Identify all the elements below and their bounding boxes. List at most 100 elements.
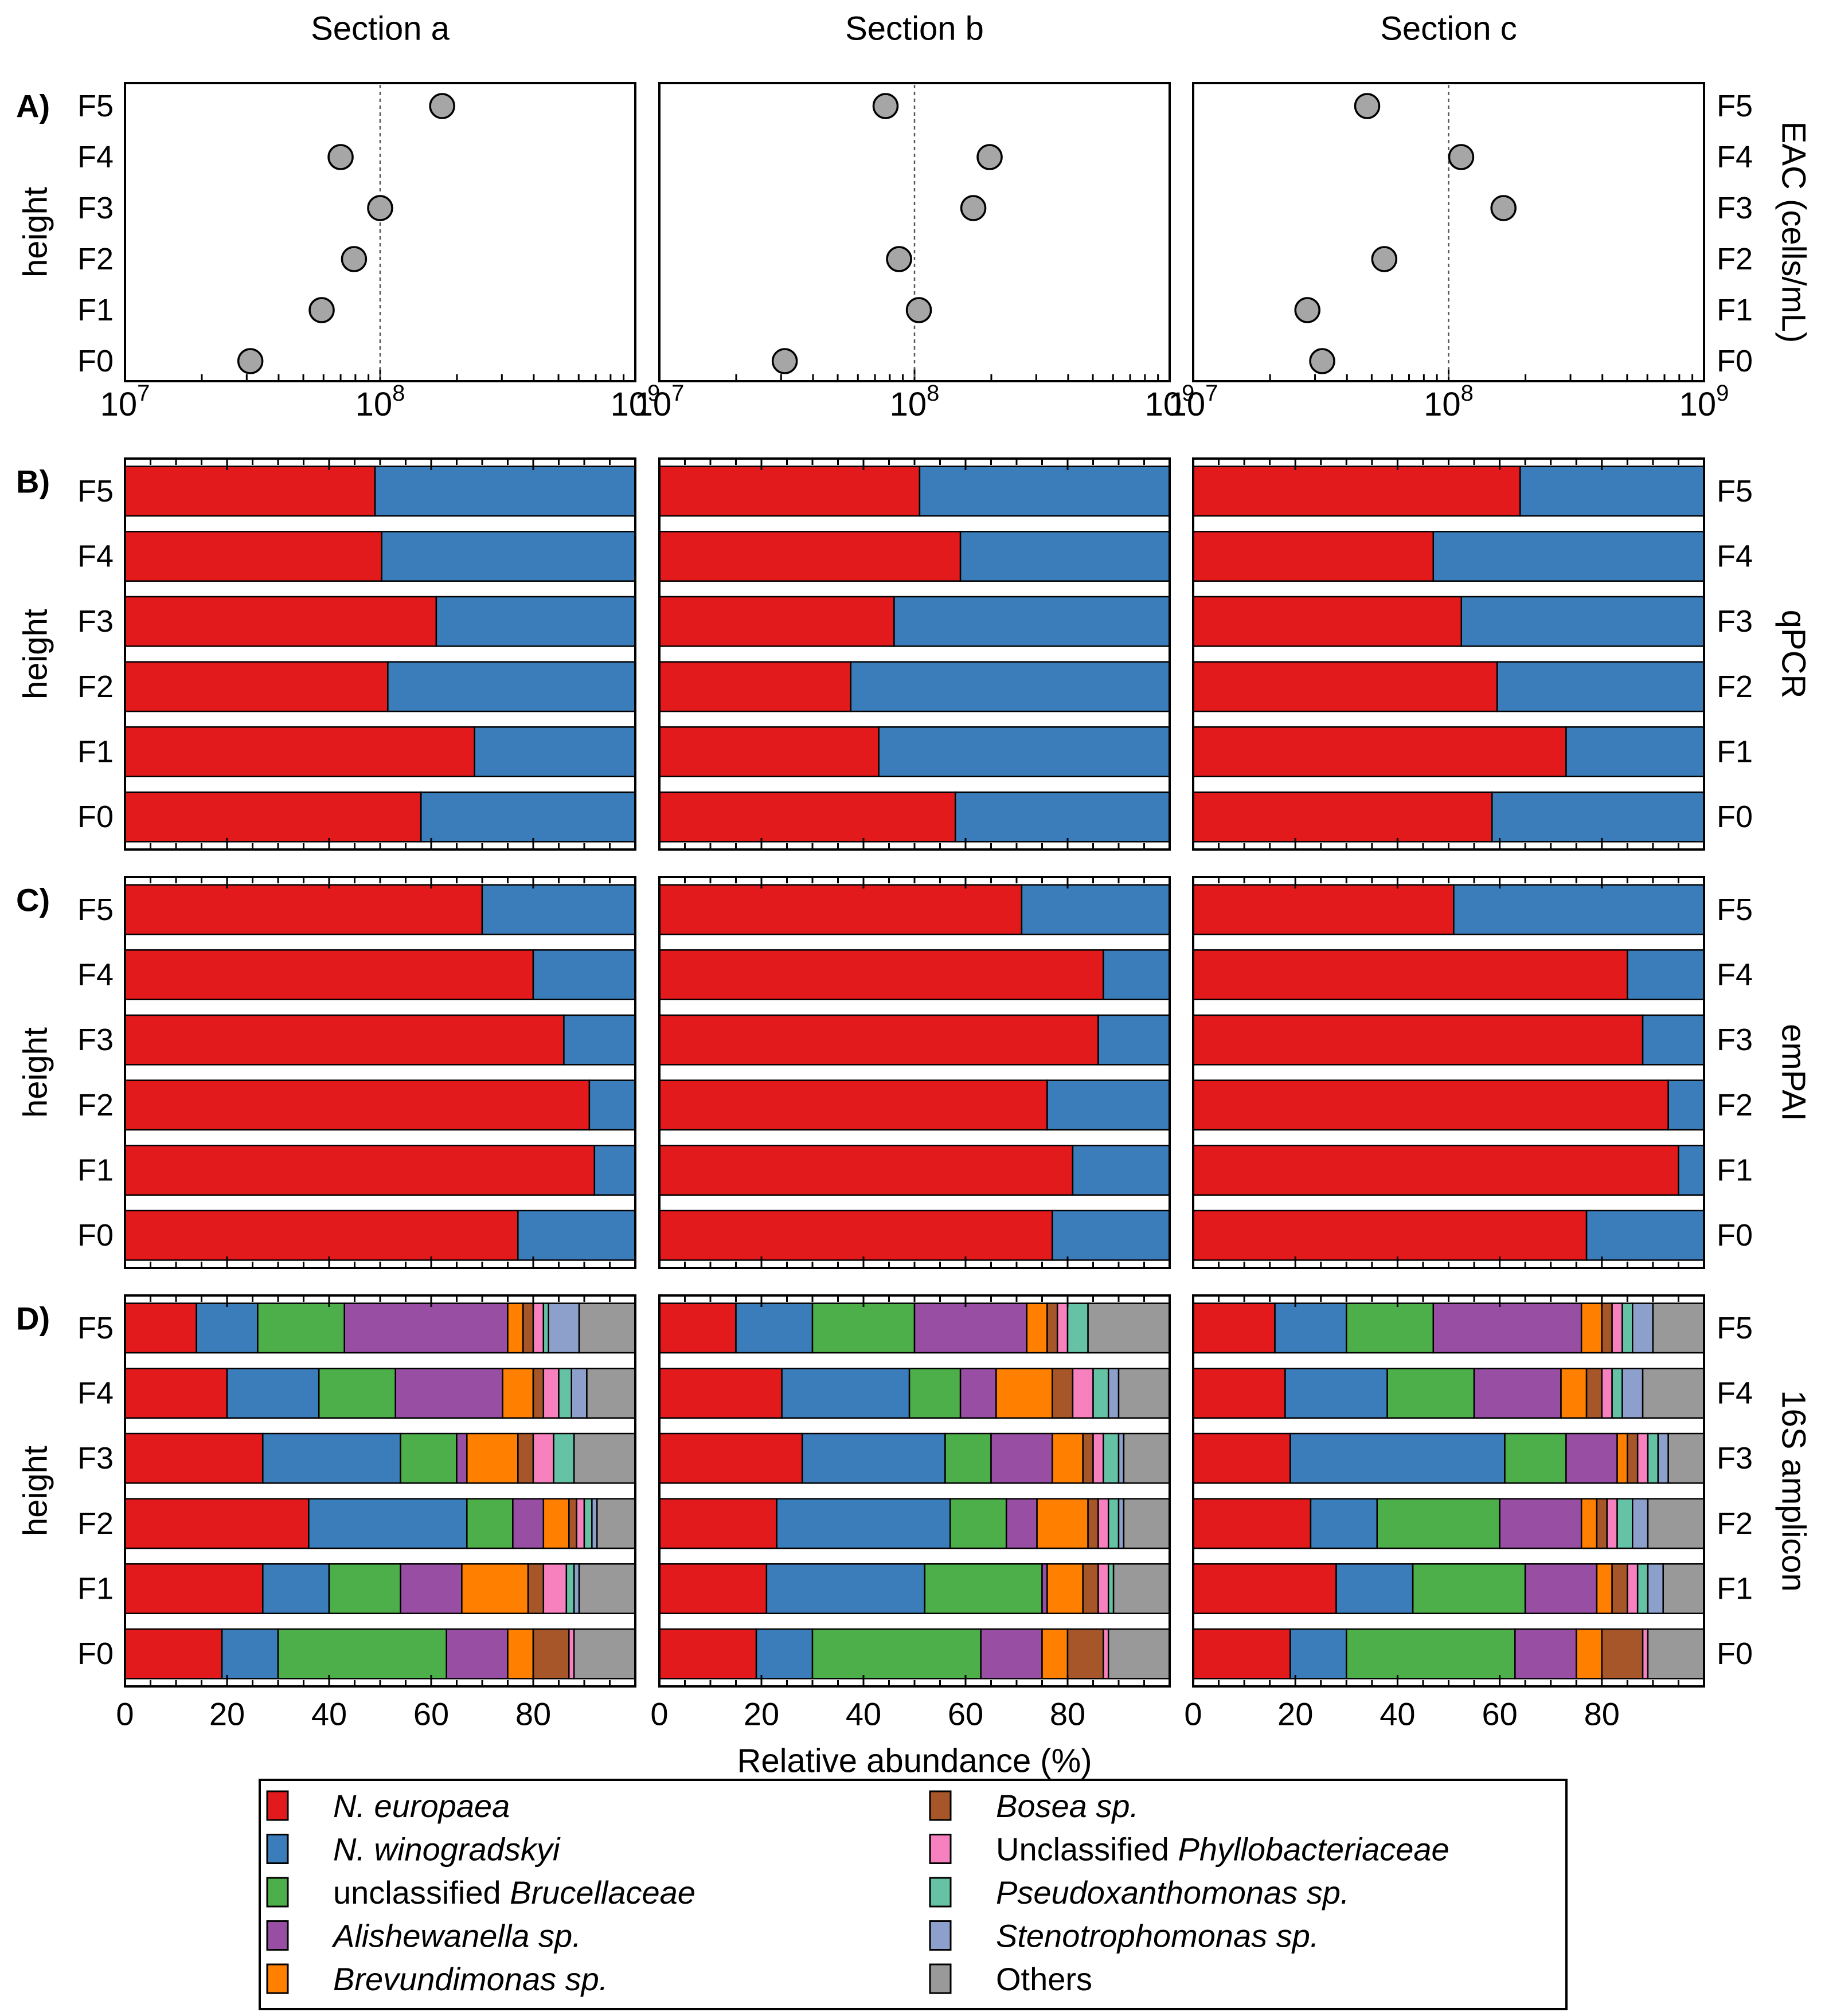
legend-item-ste: Stenotrophomonas sp. <box>996 1917 1319 1954</box>
legend-item-ali: Alishewanella sp. <box>331 1917 581 1954</box>
legend-swatch-brev <box>266 1963 289 1994</box>
bar-segment-nw-f0 <box>221 1628 279 1680</box>
legend-swatch-ne <box>266 1790 289 1821</box>
panel-background <box>659 877 1170 1268</box>
point-f3 <box>960 195 987 221</box>
bar-segment-brev-f1 <box>461 1563 529 1614</box>
bar-segment-bos-f2 <box>1087 1498 1099 1549</box>
bar-segment-ne-f0 <box>658 1628 757 1680</box>
bar-segment-ste-f4 <box>1107 1368 1120 1419</box>
point-f1 <box>308 297 335 323</box>
bar-segment-ali-f1 <box>400 1563 463 1614</box>
bar-segment-ne-f5 <box>124 1302 197 1354</box>
bar-segment-ne-f0 <box>124 1628 223 1680</box>
bar-segment-ne-f4 <box>124 531 382 582</box>
bar-segment-ne-f3 <box>1192 596 1463 647</box>
bar-segment-nw-f3 <box>563 1014 636 1066</box>
bar-segment-nw-f1 <box>1335 1563 1414 1614</box>
legend-item-pse: Pseudoxanthomonas sp. <box>996 1874 1349 1911</box>
panel-background <box>125 1295 635 1686</box>
bar-segment-ne-f0 <box>1192 1209 1588 1261</box>
bar-segment-ne-f5 <box>1192 465 1521 517</box>
bar-segment-brev-f5 <box>1026 1302 1048 1354</box>
bar-segment-phy-f4 <box>1072 1368 1094 1419</box>
bar-segment-brev-f0 <box>1041 1628 1069 1680</box>
height-label-left: F4 <box>77 1376 114 1411</box>
height-label-left: F5 <box>77 89 114 123</box>
height-label-left: F3 <box>77 1023 114 1057</box>
bar-segment-ne-f0 <box>658 791 956 843</box>
bar-segment-phy-f5 <box>1611 1302 1623 1354</box>
bar-segment-nw-f2 <box>387 661 636 713</box>
bar-segment-brev-f1 <box>1046 1563 1084 1614</box>
x-tick-label: 20 <box>1277 1696 1313 1732</box>
bar-segment-bru-f4 <box>908 1368 962 1419</box>
bar-segment-nw-f2 <box>850 661 1171 713</box>
bar-segment-ali-f3 <box>1565 1432 1618 1484</box>
bar-segment-ne-f3 <box>124 1014 565 1066</box>
bar-segment-bru-f1 <box>924 1563 1043 1614</box>
bar-segment-brev-f3 <box>1616 1432 1628 1484</box>
panel-c-ylabel: height <box>17 1027 54 1118</box>
bar-segment-nw-f1 <box>474 726 636 777</box>
x-tick-label: 40 <box>846 1696 881 1732</box>
legend-item-brev: Brevundimonas sp. <box>333 1961 608 1997</box>
bar-segment-ne-f2 <box>124 1079 591 1131</box>
bar-segment-bos-f3 <box>517 1432 534 1484</box>
height-label-left: F0 <box>77 1637 114 1671</box>
bar-segment-ne-f4 <box>658 1368 783 1419</box>
bar-segment-oth-f0 <box>1107 1628 1171 1680</box>
bar-segment-pse-f5 <box>1066 1302 1089 1354</box>
bar-segment-bos-f1 <box>1082 1563 1099 1614</box>
bar-segment-ne-f1 <box>1192 1145 1679 1196</box>
bar-segment-bos-f0 <box>1066 1628 1104 1680</box>
point-f3 <box>367 195 393 221</box>
bar-segment-bos-f1 <box>527 1563 545 1614</box>
bar-segment-brev-f4 <box>502 1368 534 1419</box>
bar-segment-ali-f0 <box>446 1628 509 1680</box>
bar-segment-ne-f5 <box>1192 884 1455 935</box>
bar-segment-phy-f5 <box>1056 1302 1069 1354</box>
x-tick-label: 40 <box>311 1696 347 1732</box>
bar-segment-oth-f1 <box>1662 1563 1705 1614</box>
bar-segment-ali-f5 <box>913 1302 1028 1354</box>
bar-segment-brev-f5 <box>507 1302 524 1354</box>
bar-segment-bru-f2 <box>949 1498 1007 1549</box>
bar-segment-nw-f2 <box>308 1498 468 1549</box>
point-f4 <box>976 144 1003 170</box>
bar-segment-bos-f2 <box>1596 1498 1608 1549</box>
point-f4 <box>1448 144 1475 170</box>
height-label-left: F3 <box>77 604 114 639</box>
bar-segment-nw-f1 <box>878 726 1171 777</box>
bar-segment-nw-f2 <box>1496 661 1705 713</box>
bar-segment-phy-f2 <box>1097 1498 1109 1549</box>
legend-item-bos: Bosea sp. <box>996 1788 1139 1824</box>
bar-segment-ne-f4 <box>658 949 1104 1000</box>
bar-segment-ne-f5 <box>1192 1302 1276 1354</box>
bar-segment-bos-f0 <box>1601 1628 1644 1680</box>
panel-a-label: A) <box>16 88 50 124</box>
bar-segment-nw-f4 <box>1627 949 1705 1000</box>
panel-d-ylabel: height <box>17 1446 54 1536</box>
bar-segment-ali-f4 <box>394 1368 503 1419</box>
bar-segment-nw-f5 <box>1519 465 1705 517</box>
legend-swatch-pse <box>929 1877 952 1908</box>
bar-segment-ne-f4 <box>1192 1368 1286 1419</box>
x-tick-label: 20 <box>209 1696 245 1732</box>
point-f3 <box>1490 195 1517 221</box>
bar-segment-ne-f5 <box>658 465 921 517</box>
bar-segment-phy-f3 <box>532 1432 554 1484</box>
bar-segment-ne-f3 <box>658 596 895 647</box>
bar-segment-bru-f4 <box>1386 1368 1475 1419</box>
bar-segment-ste-f5 <box>1632 1302 1654 1354</box>
x-tick-label: 108 <box>1424 381 1474 423</box>
bar-segment-ne-f5 <box>124 465 376 517</box>
legend-item-ne: N. europaea <box>333 1788 510 1824</box>
bar-segment-nw-f4 <box>781 1368 911 1419</box>
bar-segment-ne-f2 <box>124 661 389 713</box>
height-label-right: F5 <box>1717 1311 1753 1345</box>
height-label-right: F2 <box>1717 1506 1753 1541</box>
x-tick-label: 108 <box>890 381 940 423</box>
x-tick-label: 0 <box>1184 1696 1202 1732</box>
bar-segment-nw-f0 <box>1052 1209 1171 1261</box>
